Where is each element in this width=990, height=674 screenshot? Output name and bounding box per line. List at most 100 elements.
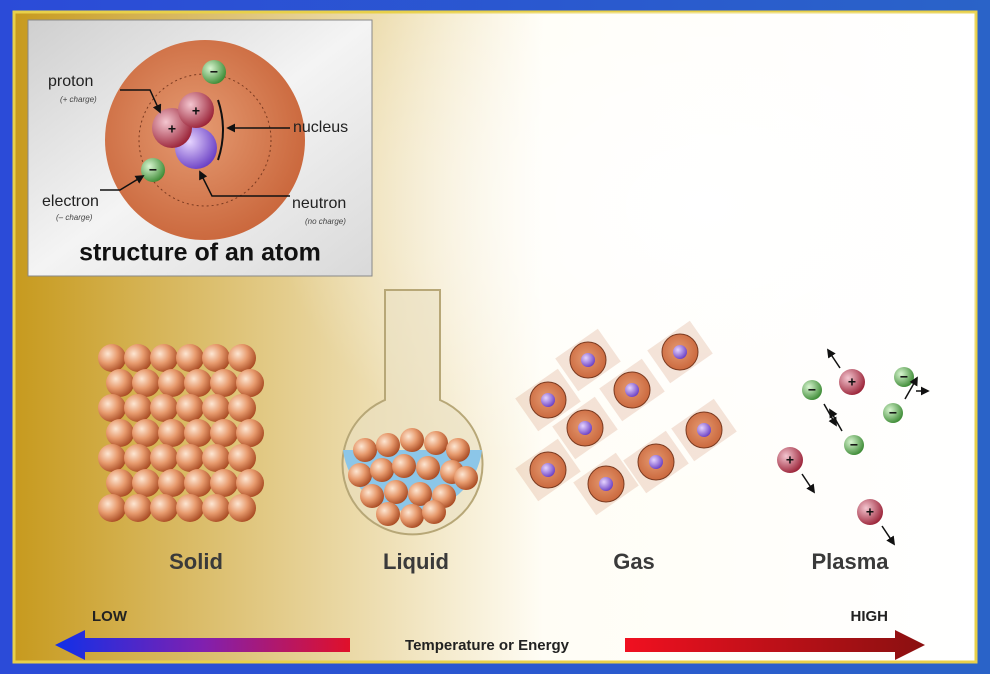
proton-sign: + [192,103,200,119]
gas-nucleus [697,423,711,437]
solid-particle [236,419,264,447]
liquid-particle [424,431,448,455]
electron-sign: − [850,437,858,453]
liquid-particle [408,482,432,506]
electron-sign: − [889,405,897,421]
solid-particle [124,344,152,372]
motion-arrow [904,376,918,400]
state-label: Liquid [383,549,449,574]
liquid-particle [400,504,424,528]
motion-arrow [801,473,815,494]
high-arrow [625,630,925,660]
solid-particle [150,344,178,372]
solid-particle [176,394,204,422]
solid-particle [228,444,256,472]
liquid-particle [422,500,446,524]
scale-label: Temperature or Energy [405,637,570,654]
neutron-pointer [199,170,290,197]
liquid-particle [370,458,394,482]
proton [178,92,214,128]
solid-particle [210,419,238,447]
solid-particle [124,444,152,472]
solid-particle [210,469,238,497]
liquid-particle [353,438,377,462]
gas-nucleus [581,353,595,367]
solid-particle [228,394,256,422]
solid-particle [106,419,134,447]
solid-particle [124,394,152,422]
gas-nucleus [625,383,639,397]
solid-particle [98,494,126,522]
liquid-particle [400,428,424,452]
solid-particle [106,469,134,497]
proton-charge: (+ charge) [60,95,97,104]
solid-lattice [98,344,264,522]
free-electron [802,380,822,400]
ion-sign: + [786,452,794,468]
gas-nucleus [673,345,687,359]
gas-nucleus [578,421,592,435]
solid-particle [176,344,204,372]
free-electron [844,435,864,455]
proton-sign: + [168,121,176,137]
nucleus-label: nucleus [293,119,348,136]
motion-arrow [881,525,895,546]
solid-particle [176,444,204,472]
electron [202,60,226,84]
proton-label: proton [48,73,93,90]
electron-sign: − [900,369,908,385]
gas-nucleus [599,477,613,491]
electron [141,158,165,182]
plasma-particles: + + + − − − − [777,348,930,546]
gas-particles [515,320,737,516]
solid-particle [236,369,264,397]
electron-pointer [100,175,145,191]
solid-particle [124,494,152,522]
motion-arrow [827,348,841,369]
liquid-particle [384,480,408,504]
ion [777,447,803,473]
ion-sign: + [866,504,874,520]
electron-charge: (– charge) [56,213,93,222]
free-electron [883,403,903,423]
solid-particle [132,369,160,397]
state-label: Plasma [811,549,889,574]
solid-particle [132,469,160,497]
gas-nucleus [649,455,663,469]
gas-nucleus [541,393,555,407]
solid-particle [210,369,238,397]
solid-particle [184,369,212,397]
solid-particle [150,444,178,472]
atom-title: structure of an atom [79,239,321,267]
solid-particle [150,394,178,422]
electron-sign: − [210,64,218,80]
ion [857,499,883,525]
motion-arrow [829,408,843,432]
low-label: LOW [92,608,128,625]
solid-particle [98,394,126,422]
gas-nucleus [541,463,555,477]
electron-sign: − [808,382,816,398]
low-arrow [55,630,350,660]
liquid-particle [348,463,372,487]
solid-particle [202,344,230,372]
solid-particle [150,494,178,522]
electron-label: electron [42,193,99,210]
solid-particle [158,419,186,447]
solid-particle [106,369,134,397]
ion [839,369,865,395]
high-label: HIGH [851,608,889,625]
solid-particle [202,444,230,472]
state-label: Gas [613,549,655,574]
liquid-particle [454,466,478,490]
atom-inset: + + − − proton (+ charge) nucleus electr… [27,19,373,277]
liquid-particle [392,454,416,478]
neutron-label: neutron [292,195,346,212]
solid-particle [236,469,264,497]
solid-particle [158,369,186,397]
ion-sign: + [848,374,856,390]
liquid-particles [348,428,478,528]
neutron-charge: (no charge) [305,217,346,226]
solid-particle [228,494,256,522]
